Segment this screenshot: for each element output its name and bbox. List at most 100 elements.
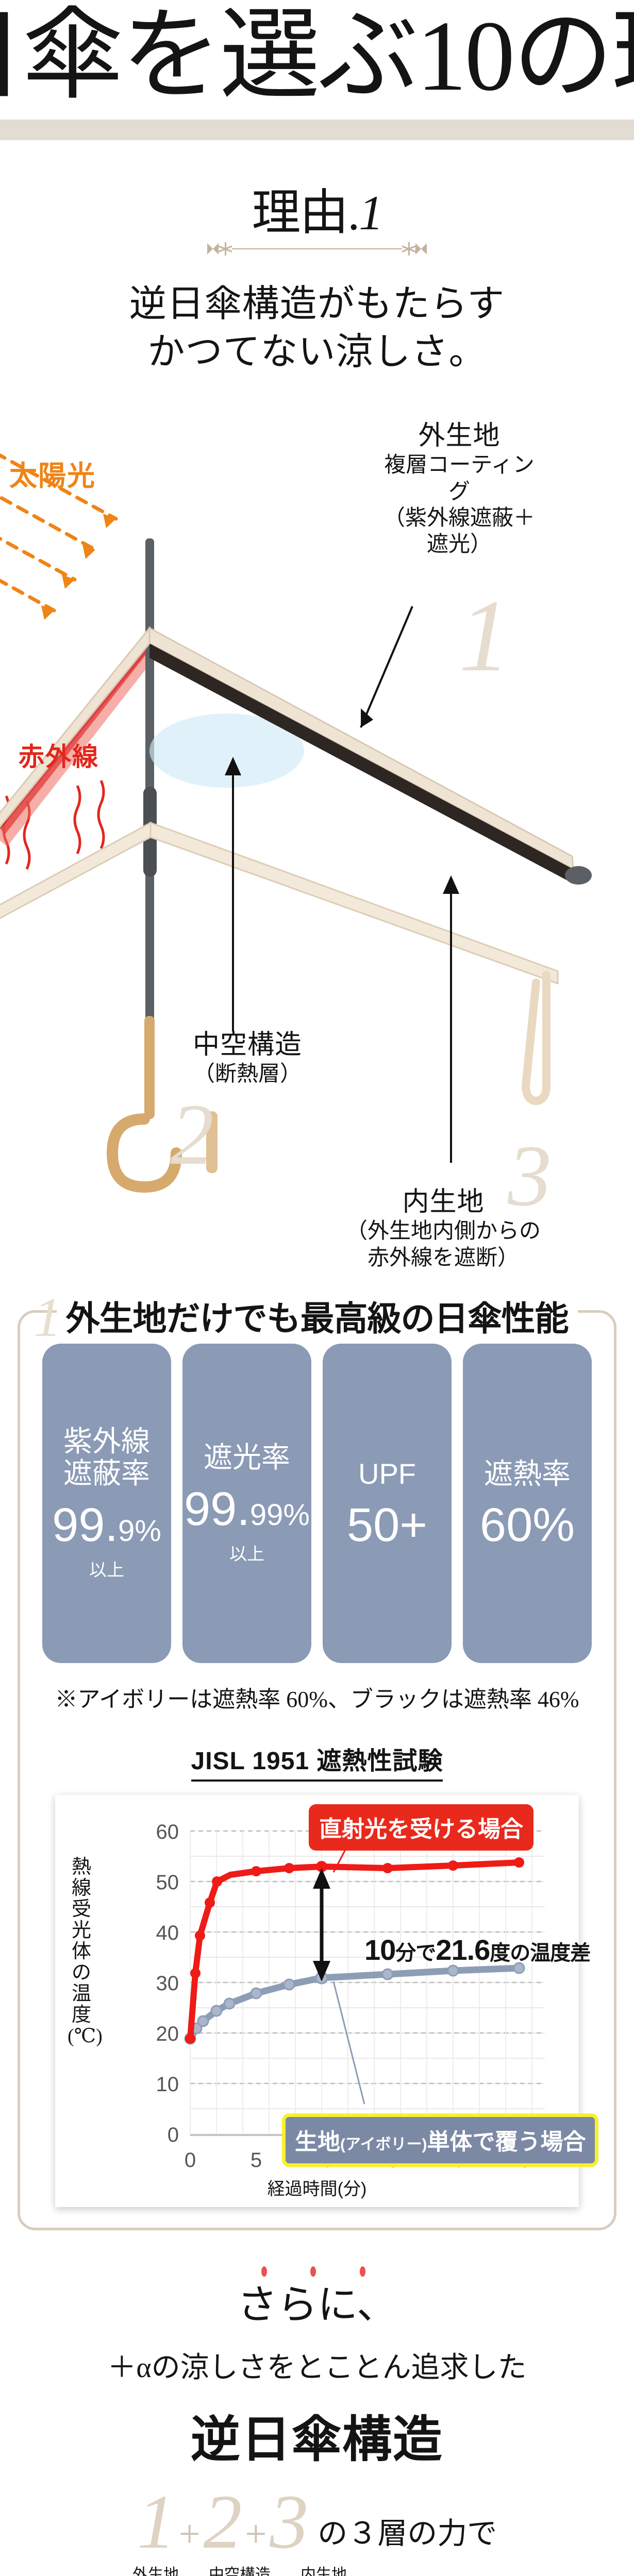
badge-value-main: 50+ bbox=[346, 1499, 428, 1552]
emphasis-dots-icon bbox=[239, 2266, 388, 2277]
umbrella-handle-shaft bbox=[144, 1015, 155, 1119]
chart-title: JISL 1951 遮熱性試験 bbox=[191, 1740, 443, 1782]
spec-badge-list: 紫外線 遮蔽率 99.9% 以上 遮光率 99.99% 以上 UPF 50+ bbox=[35, 1343, 599, 1663]
sunlight-rays-icon bbox=[0, 453, 118, 613]
reason-1-headline-line-2: かつてない涼しさ。 bbox=[147, 331, 487, 373]
pointer-arrow-inner bbox=[443, 875, 459, 894]
svg-text:20: 20 bbox=[156, 2023, 179, 2045]
svg-text:0: 0 bbox=[185, 2149, 196, 2172]
badge-label-line-1: 遮熱率 bbox=[484, 1457, 571, 1490]
inner-fabric-right bbox=[149, 821, 559, 985]
spec-title: 外生地だけでも最高級の日傘性能 bbox=[56, 1291, 578, 1341]
delta-degrees-unit: 度の温度差 bbox=[490, 1941, 591, 1964]
further-line-3: 逆日傘構造 bbox=[191, 2412, 443, 2468]
chart-x-axis-title: 経過時間(分) bbox=[267, 2179, 367, 2199]
formula-legend: 外生地 中空構造 内生地 bbox=[0, 2562, 634, 2576]
reason-1-number: 1 bbox=[359, 185, 383, 240]
further-line-2: ＋αの涼しさをとことん追求した bbox=[107, 2352, 527, 2384]
badge-label: 遮熱率 bbox=[484, 1458, 571, 1490]
badge-note: 以上 bbox=[89, 1561, 124, 1581]
formula-legend-item: 内生地 bbox=[301, 2566, 347, 2576]
layer-1-big-number: 1 bbox=[459, 579, 510, 693]
spec-card: 1 外生地だけでも最高級の日傘性能 紫外線 遮蔽率 99.9% 以上 遮光率 9… bbox=[18, 1287, 616, 2230]
heat-shield-chart: 60 50 40 30 20 10 0 0 5 10 15 20 25 bbox=[55, 1794, 599, 2207]
chart-callout-direct: 直射光を受ける場合 bbox=[309, 1804, 533, 1851]
badge-label: UPF bbox=[358, 1458, 416, 1490]
chart-y-axis-title: 熱線受光体の温度(℃) bbox=[68, 1856, 103, 2047]
badge-value: 99.9% bbox=[52, 1501, 161, 1549]
further-lead-wrap: さらに、 bbox=[237, 2266, 397, 2330]
layer-1-annotation: 外生地 複層コーティング （紫外線遮蔽＋遮光） bbox=[374, 420, 544, 558]
layer-2-big-number: 2 bbox=[170, 1086, 214, 1183]
badge-label-line-2: 遮蔽率 bbox=[63, 1457, 150, 1490]
rib-tip bbox=[565, 866, 592, 885]
chart-series-direct-line bbox=[187, 1859, 522, 2042]
hero-section: 逆日傘を選ぶ10の理由 bbox=[0, 0, 634, 155]
outer-fabric-left bbox=[0, 625, 151, 828]
svg-text:30: 30 bbox=[156, 1972, 179, 1995]
infrared-label: 赤外線 bbox=[19, 742, 99, 771]
spec-badge: 遮光率 99.99% 以上 bbox=[182, 1343, 311, 1663]
delta-minutes: 10 bbox=[364, 1933, 396, 1966]
badge-value-small: 9% bbox=[118, 1514, 161, 1548]
outer-fabric-coating bbox=[149, 643, 573, 884]
formula-legend-item: 外生地 bbox=[132, 2566, 179, 2576]
infrared-band-soft bbox=[0, 647, 155, 846]
pointer-outer-fabric bbox=[360, 606, 413, 728]
layer-3-sub-2: 赤外線を遮断） bbox=[367, 1246, 519, 1270]
callout-fabric-part-3: 単体で覆う場合 bbox=[427, 2129, 586, 2155]
page-title: 逆日傘を選ぶ10の理由 bbox=[0, 1, 634, 112]
svg-text:40: 40 bbox=[156, 1922, 179, 1944]
svg-text:60: 60 bbox=[156, 1821, 179, 1843]
reason-1-label: 理由.1 bbox=[252, 185, 383, 240]
badge-label: 遮光率 bbox=[204, 1441, 290, 1474]
chart-delta-label: 10分で21.6度の温度差 bbox=[364, 1933, 591, 1967]
burst-icon bbox=[219, 241, 232, 257]
layer-2-annotation: 中空構造 （断熱層） bbox=[170, 1029, 325, 1088]
badge-value: 60% bbox=[480, 1501, 575, 1549]
badge-value-main: 99. bbox=[52, 1499, 119, 1552]
badge-value-main: 99. bbox=[184, 1482, 250, 1535]
formula-plus-1: + bbox=[178, 2513, 201, 2556]
spec-badge: 遮熱率 60% bbox=[463, 1343, 592, 1663]
chart-callout-fabric: 生地(アイボリー)単体で覆う場合 bbox=[282, 2113, 599, 2167]
formula-number-2: 2 bbox=[203, 2479, 242, 2565]
badge-note: 以上 bbox=[229, 1544, 264, 1564]
layer-2-sub-1: （断熱層） bbox=[193, 1062, 302, 1087]
chart-delta-arrow-head-top bbox=[313, 1868, 330, 1889]
umbrella-handle-tip bbox=[206, 1111, 218, 1173]
spec-title-wrap: 外生地だけでも最高級の日傘性能 bbox=[20, 1291, 614, 1341]
layer-3-sub-1: （外生地内側からの bbox=[345, 1219, 541, 1244]
layer-formula: 1 + 2 + 3 の３層の力で bbox=[0, 2483, 634, 2561]
divider-line bbox=[232, 248, 402, 249]
svg-text:50: 50 bbox=[156, 1871, 179, 1894]
layer-1-sub-1: 複層コーティング bbox=[384, 453, 535, 504]
callout-fabric-part-1: 生地 bbox=[295, 2129, 340, 2155]
layer-2-title: 中空構造 bbox=[192, 1030, 302, 1060]
diamond-icon bbox=[415, 243, 427, 255]
layer-1-title: 外生地 bbox=[418, 421, 500, 451]
inner-fabric-edge bbox=[521, 970, 550, 1105]
formula-number-3: 3 bbox=[270, 2479, 309, 2565]
delta-minutes-unit: 分で bbox=[395, 1941, 436, 1964]
chart-delta-arrow-head-bottom bbox=[313, 1960, 330, 1981]
badge-value: 50+ bbox=[347, 1501, 427, 1549]
spec-footnote: ※アイボリーは遮熱率 60%、ブラックは遮熱率 46% bbox=[55, 1686, 579, 1712]
svg-text:10: 10 bbox=[156, 2073, 179, 2096]
umbrella-structure-diagram: 太陽光 赤外線 外生地 複層コーティング （紫外線遮蔽＋遮光） 1 中空構造 （… bbox=[0, 390, 634, 1292]
inner-fabric-left bbox=[0, 821, 152, 919]
further-lead: さらに、 bbox=[237, 2282, 397, 2327]
svg-text:5: 5 bbox=[251, 2149, 262, 2172]
delta-degrees: 21.6 bbox=[436, 1933, 490, 1966]
further-section: さらに、 ＋αの涼しさをとことん追求した 逆日傘構造 1 + 2 + 3 の３層… bbox=[0, 2266, 634, 2576]
reason-1-headline: 逆日傘構造がもたらす かつてない涼しさ。 bbox=[0, 280, 634, 377]
callout-fabric-part-2: (アイボリー) bbox=[340, 2136, 427, 2153]
badge-label: 紫外線 遮蔽率 bbox=[63, 1425, 150, 1490]
chart-svg: 60 50 40 30 20 10 0 0 5 10 15 20 25 bbox=[156, 1821, 545, 2172]
umbrella-diagram-svg bbox=[0, 453, 592, 1193]
badge-value-small: 99% bbox=[249, 1498, 310, 1532]
hollow-air-layer bbox=[149, 713, 304, 788]
spec-badge: UPF 50+ bbox=[323, 1343, 452, 1663]
diamond-icon bbox=[207, 243, 219, 255]
